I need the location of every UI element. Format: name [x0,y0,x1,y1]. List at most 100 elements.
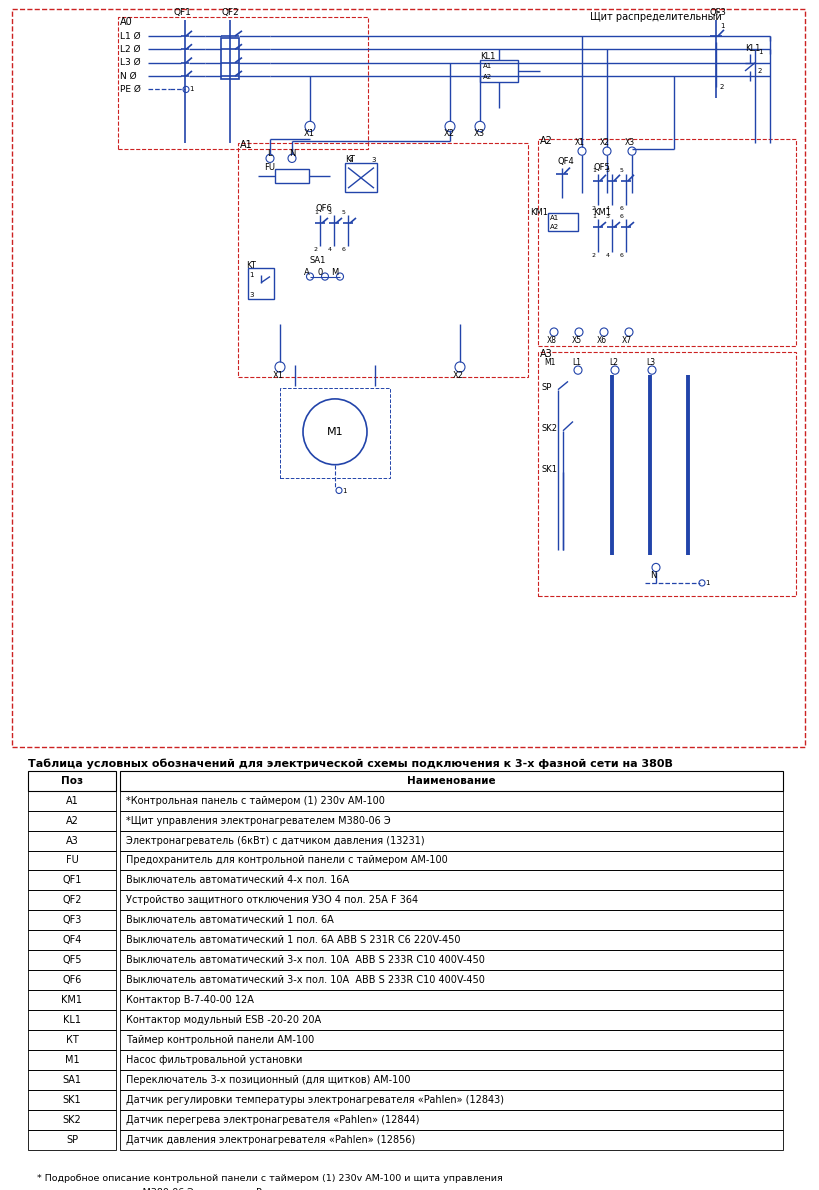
Text: Выключатель автоматический 4-х пол. 16А: Выключатель автоматический 4-х пол. 16А [126,876,349,885]
Text: Устройство защитного отключения УЗО 4 пол. 25А F 364: Устройство защитного отключения УЗО 4 по… [126,895,419,906]
Text: X3: X3 [625,138,635,148]
Text: QF1: QF1 [174,8,192,17]
Text: X5: X5 [572,336,582,345]
Text: X2: X2 [453,371,464,380]
Text: Контактор модульный ESB -20-20 20А: Контактор модульный ESB -20-20 20А [126,1015,321,1026]
Bar [120,990,783,1010]
Bar [120,790,783,810]
Text: QF3: QF3 [62,915,82,926]
Text: A2: A2 [483,74,492,80]
Text: *Контрольная панель с таймером (1) 230v AM-100: *Контрольная панель с таймером (1) 230v … [126,796,385,806]
Text: 6: 6 [342,248,346,252]
Text: Электронагреватель (6кВт) с датчиком давления (13231): Электронагреватель (6кВт) с датчиком дав… [126,835,424,846]
Text: KM1: KM1 [530,208,548,218]
Text: QF2: QF2 [62,895,82,906]
Text: N Ø: N Ø [120,71,137,81]
Bar [120,970,783,990]
Bar [28,1110,116,1130]
Text: 3: 3 [328,211,332,215]
Text: Контактор В-7-40-00 12А: Контактор В-7-40-00 12А [126,995,254,1006]
Bar [28,910,116,931]
Bar [548,213,578,231]
Bar [28,931,116,951]
Bar [538,139,796,346]
Bar [28,771,116,790]
Text: X1: X1 [273,371,284,380]
Text: SK1: SK1 [541,465,557,475]
Text: 2: 2 [758,68,762,74]
Text: 4: 4 [606,253,610,258]
Text: X1: X1 [304,130,315,138]
Text: 2: 2 [314,248,318,252]
Text: L2: L2 [609,358,618,368]
Text: QF5: QF5 [593,163,610,173]
Bar [28,1010,116,1031]
Text: X2: X2 [444,130,455,138]
Bar [538,351,796,596]
Bar [28,831,116,851]
Bar [120,1031,783,1051]
Text: X8: X8 [547,336,557,345]
Text: A1: A1 [66,796,79,806]
Text: QF6: QF6 [62,976,82,985]
Bar [28,790,116,810]
Text: Наименование: Наименование [407,776,495,785]
Text: KT: KT [345,155,355,164]
Text: M1: M1 [544,358,555,368]
Text: L1 Ø: L1 Ø [120,31,141,40]
Text: Датчик регулировки температуры электронагревателя «Pahlen» (12843): Датчик регулировки температуры электрона… [126,1095,504,1106]
Text: L2 Ø: L2 Ø [120,45,141,54]
Text: 1: 1 [314,211,318,215]
Text: 1: 1 [249,271,254,277]
Text: QF3: QF3 [709,8,726,17]
Text: A2: A2 [540,136,553,146]
Text: Датчик давления электронагревателя «Pahlen» (12856): Датчик давления электронагревателя «Pahl… [126,1135,415,1145]
Text: A2: A2 [550,224,559,230]
Text: A1: A1 [483,63,492,69]
Text: QF1: QF1 [62,876,82,885]
Text: KM1: KM1 [593,208,611,218]
Text: KL1: KL1 [63,1015,81,1026]
Bar [120,1090,783,1110]
Text: Поз: Поз [61,776,83,785]
Text: SK2: SK2 [541,424,557,433]
Bar [120,931,783,951]
Text: 3: 3 [606,168,610,174]
Bar [28,970,116,990]
Bar [120,1010,783,1031]
Text: SA1: SA1 [62,1075,82,1085]
Bar [275,169,309,183]
Text: X1: X1 [575,138,585,148]
Text: A3: A3 [66,835,79,846]
Text: 2: 2 [720,84,724,90]
Bar [28,1070,116,1090]
Text: 6: 6 [620,206,624,211]
Text: KL1: KL1 [480,52,495,61]
Text: SP: SP [66,1135,78,1145]
Bar [120,1070,783,1090]
Text: SP: SP [541,383,551,392]
Bar [28,951,116,970]
Bar [120,851,783,870]
Text: 1: 1 [592,168,596,174]
Text: A1: A1 [550,215,559,221]
Text: N: N [650,571,656,581]
Text: A3: A3 [540,349,553,358]
Text: 1: 1 [189,87,193,93]
Text: SK1: SK1 [63,1095,81,1106]
Text: FU: FU [66,856,79,865]
Text: A1: A1 [240,140,253,150]
Text: L: L [267,149,272,158]
Text: KL1: KL1 [745,44,760,52]
Text: KT: KT [246,261,256,270]
Bar [120,771,783,790]
Bar [28,851,116,870]
Text: *Щит управления электронагревателем M380-06 Э: *Щит управления электронагревателем M380… [126,815,391,826]
Bar [28,1051,116,1070]
Text: X3: X3 [474,130,485,138]
Bar [238,143,528,377]
Bar [120,951,783,970]
Bar [345,163,377,193]
Bar [480,60,518,82]
Text: Выключатель автоматический 1 пол. 6А ABB S 231R C6 220V-450: Выключатель автоматический 1 пол. 6А ABB… [126,935,460,945]
